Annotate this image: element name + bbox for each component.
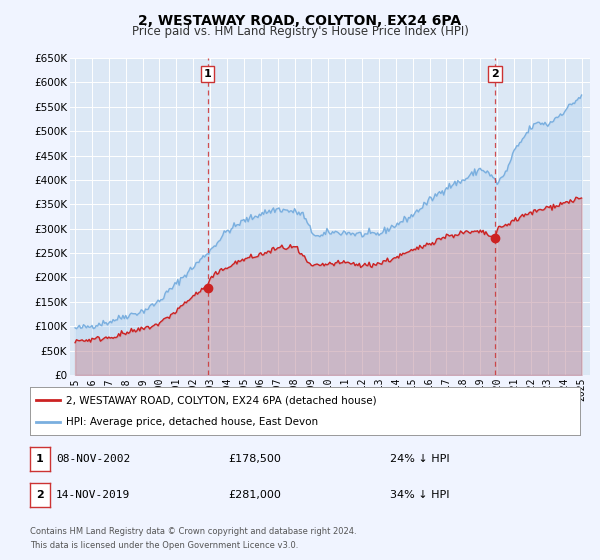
Text: £281,000: £281,000 [228, 490, 281, 500]
Text: 1: 1 [36, 454, 44, 464]
Text: 2: 2 [491, 69, 499, 79]
Text: This data is licensed under the Open Government Licence v3.0.: This data is licensed under the Open Gov… [30, 541, 298, 550]
Text: 34% ↓ HPI: 34% ↓ HPI [390, 490, 449, 500]
Text: Contains HM Land Registry data © Crown copyright and database right 2024.: Contains HM Land Registry data © Crown c… [30, 527, 356, 536]
Text: £178,500: £178,500 [228, 454, 281, 464]
Text: 14-NOV-2019: 14-NOV-2019 [56, 490, 130, 500]
Text: Price paid vs. HM Land Registry's House Price Index (HPI): Price paid vs. HM Land Registry's House … [131, 25, 469, 38]
Text: 2, WESTAWAY ROAD, COLYTON, EX24 6PA: 2, WESTAWAY ROAD, COLYTON, EX24 6PA [139, 14, 461, 28]
Text: 08-NOV-2002: 08-NOV-2002 [56, 454, 130, 464]
Text: 1: 1 [204, 69, 212, 79]
Text: HPI: Average price, detached house, East Devon: HPI: Average price, detached house, East… [66, 417, 318, 427]
Text: 2: 2 [36, 490, 44, 500]
Text: 2, WESTAWAY ROAD, COLYTON, EX24 6PA (detached house): 2, WESTAWAY ROAD, COLYTON, EX24 6PA (det… [66, 395, 376, 405]
Text: 24% ↓ HPI: 24% ↓ HPI [390, 454, 449, 464]
